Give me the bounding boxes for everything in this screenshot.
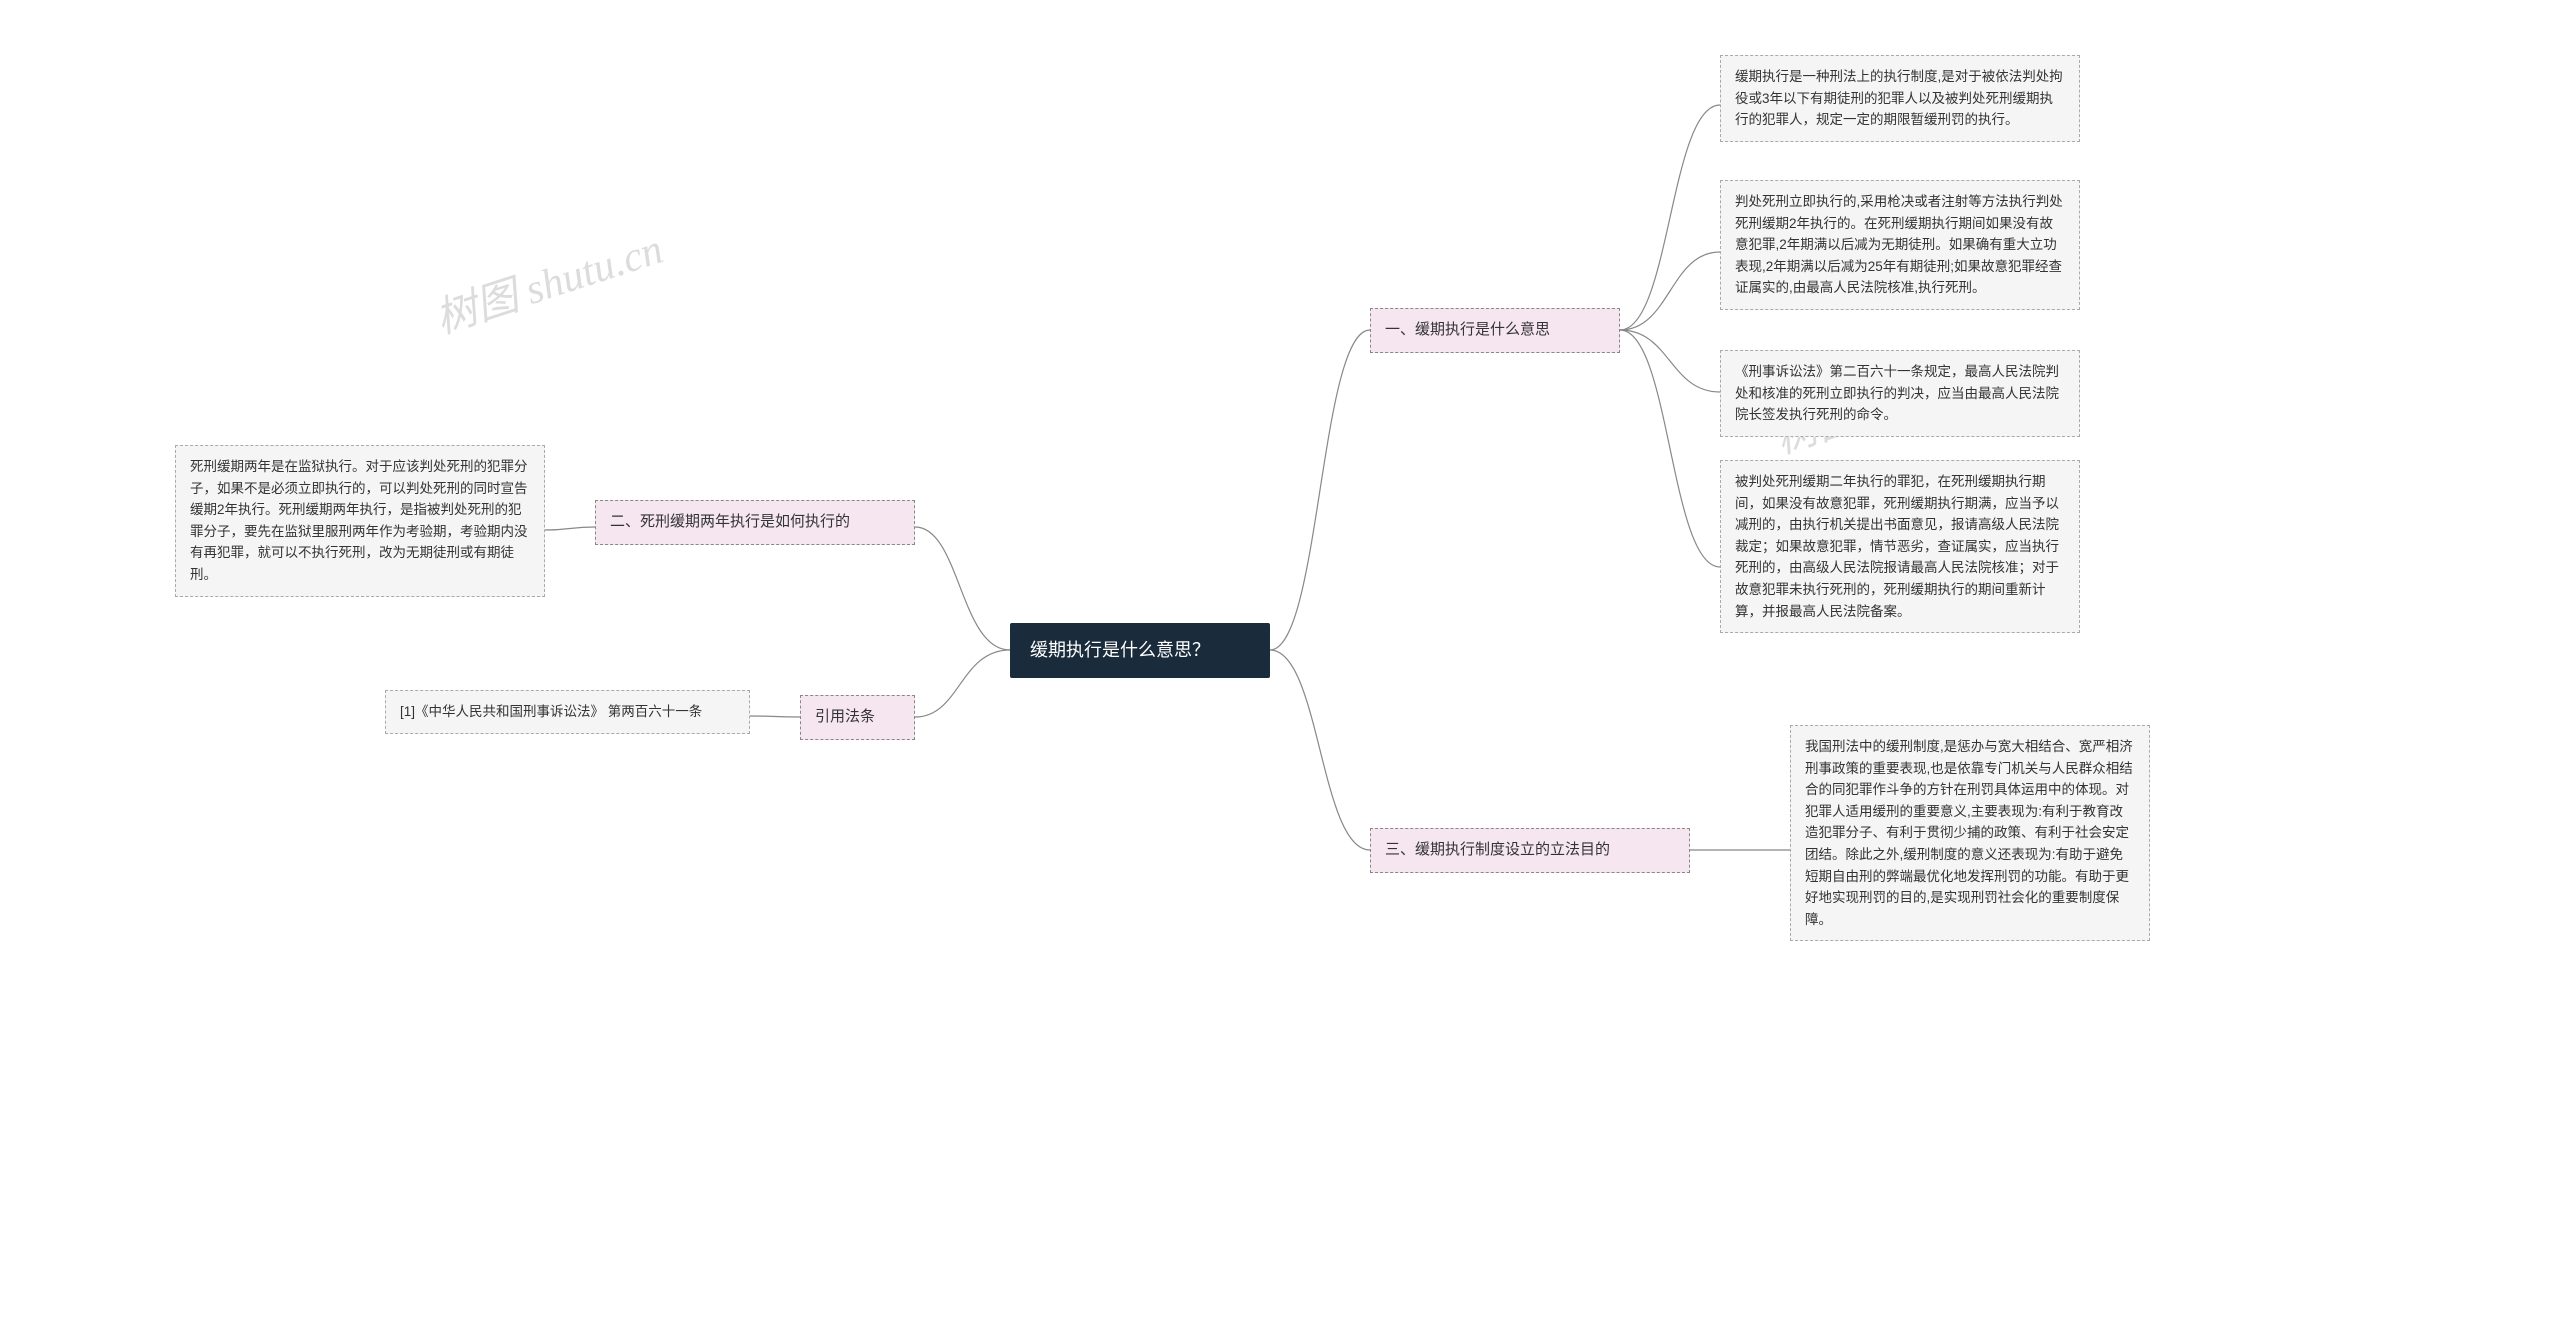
root-node[interactable]: 缓期执行是什么意思？ xyxy=(1010,623,1270,678)
leaf-node: 死刑缓期两年是在监狱执行。对于应该判处死刑的犯罪分子，如果不是必须立即执行的，可… xyxy=(175,445,545,597)
watermark-1: 树图 shutu.cn xyxy=(426,215,669,346)
connector-layer xyxy=(0,0,2560,1337)
leaf-node: 被判处死刑缓期二年执行的罪犯，在死刑缓期执行期间，如果没有故意犯罪，死刑缓期执行… xyxy=(1720,460,2080,633)
leaf-node: [1]《中华人民共和国刑事诉讼法》 第两百六十一条 xyxy=(385,690,750,734)
branch-section-1[interactable]: 一、缓期执行是什么意思 xyxy=(1370,308,1620,353)
leaf-node: 判处死刑立即执行的,采用枪决或者注射等方法执行判处死刑缓期2年执行的。在死刑缓期… xyxy=(1720,180,2080,310)
branch-section-3[interactable]: 三、缓期执行制度设立的立法目的 xyxy=(1370,828,1690,873)
leaf-node: 我国刑法中的缓刑制度,是惩办与宽大相结合、宽严相济刑事政策的重要表现,也是依靠专… xyxy=(1790,725,2150,941)
leaf-node: 缓期执行是一种刑法上的执行制度,是对于被依法判处拘役或3年以下有期徒刑的犯罪人以… xyxy=(1720,55,2080,142)
leaf-node: 《刑事诉讼法》第二百六十一条规定，最高人民法院判处和核准的死刑立即执行的判决，应… xyxy=(1720,350,2080,437)
branch-references[interactable]: 引用法条 xyxy=(800,695,915,740)
branch-section-2[interactable]: 二、死刑缓期两年执行是如何执行的 xyxy=(595,500,915,545)
